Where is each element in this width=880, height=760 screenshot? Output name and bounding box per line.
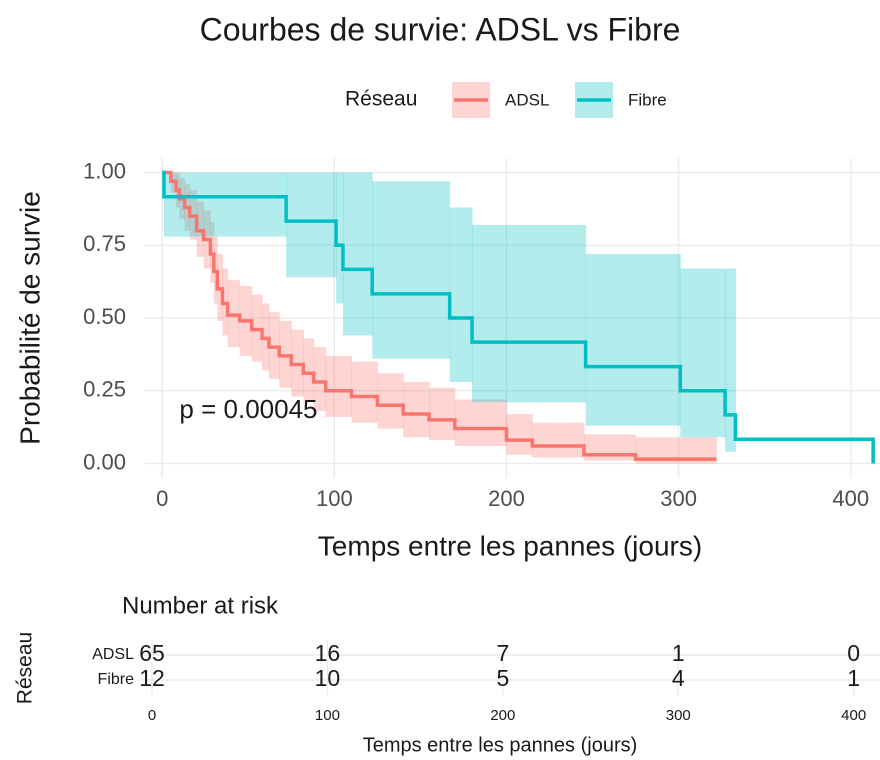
- at-risk-count: 7: [496, 640, 509, 666]
- confidence-band: [429, 387, 456, 441]
- y-tick-label: 0.50: [83, 304, 126, 329]
- at-risk-count: 10: [315, 665, 341, 691]
- x-tick-label: 0: [148, 707, 156, 724]
- at-risk-count: 1: [847, 665, 860, 691]
- confidence-band: [372, 181, 451, 359]
- y-tick-label: 0.00: [83, 449, 126, 474]
- confidence-band: [377, 373, 404, 429]
- row-label: ADSL: [92, 646, 134, 663]
- confidence-band: [336, 172, 344, 304]
- risk-table-title: Number at risk: [122, 592, 279, 619]
- survival-line: [162, 170, 875, 464]
- at-risk-count: 5: [496, 665, 509, 691]
- x-tick-label: 400: [841, 707, 866, 724]
- y-tick-label: 0.75: [83, 231, 126, 256]
- at-risk-count: 12: [139, 665, 165, 691]
- at-risk-count: 1: [672, 640, 685, 666]
- risk-y-axis-title: Réseau: [14, 632, 37, 704]
- confidence-band: [325, 355, 353, 417]
- x-tick-label: 200: [488, 486, 525, 511]
- at-risk-count: 4: [672, 665, 685, 691]
- risk-x-axis-title: Temps entre les pannes (jours): [363, 734, 638, 756]
- y-tick-label: 1.00: [83, 158, 126, 183]
- x-tick-label: 0: [156, 486, 168, 511]
- confidence-band: [449, 207, 473, 382]
- x-axis-title: Temps entre les pannes (jours): [318, 530, 702, 561]
- x-tick-label: 300: [666, 707, 691, 724]
- row-label: Fibre: [98, 671, 135, 688]
- confidence-band: [403, 382, 430, 438]
- confidence-band: [725, 268, 736, 452]
- x-tick-label: 100: [316, 486, 353, 511]
- legend-label: ADSL: [505, 90, 549, 109]
- chart-title: Courbes de survie: ADSL vs Fibre: [200, 11, 681, 47]
- confidence-band: [506, 414, 533, 455]
- at-risk-count: 65: [139, 640, 165, 666]
- confidence-band: [583, 434, 637, 461]
- x-tick-label: 100: [315, 707, 340, 724]
- confidence-band: [585, 254, 681, 426]
- legend-label: Fibre: [628, 90, 667, 109]
- confidence-band: [472, 224, 587, 403]
- x-tick-label: 300: [660, 486, 697, 511]
- y-tick-label: 0.25: [83, 377, 126, 402]
- confidence-band: [680, 268, 726, 438]
- confidence-band: [313, 347, 327, 412]
- at-risk-count: 16: [315, 640, 341, 666]
- confidence-band: [303, 338, 315, 403]
- y-axis-title: Probabilité de survie: [14, 191, 45, 445]
- plot-area: [145, 158, 880, 478]
- survival-line: [162, 170, 717, 461]
- confidence-band: [163, 172, 287, 237]
- at-risk-count: 0: [847, 640, 860, 666]
- confidence-band: [454, 399, 507, 446]
- p-value-annotation: p = 0.00045: [179, 394, 317, 424]
- confidence-band: [286, 172, 337, 278]
- x-tick-label: 400: [832, 486, 869, 511]
- legend-title: Réseau: [345, 88, 417, 111]
- confidence-band: [532, 422, 585, 458]
- x-tick-label: 200: [490, 707, 515, 724]
- confidence-band: [342, 172, 373, 336]
- confidence-band: [351, 361, 378, 423]
